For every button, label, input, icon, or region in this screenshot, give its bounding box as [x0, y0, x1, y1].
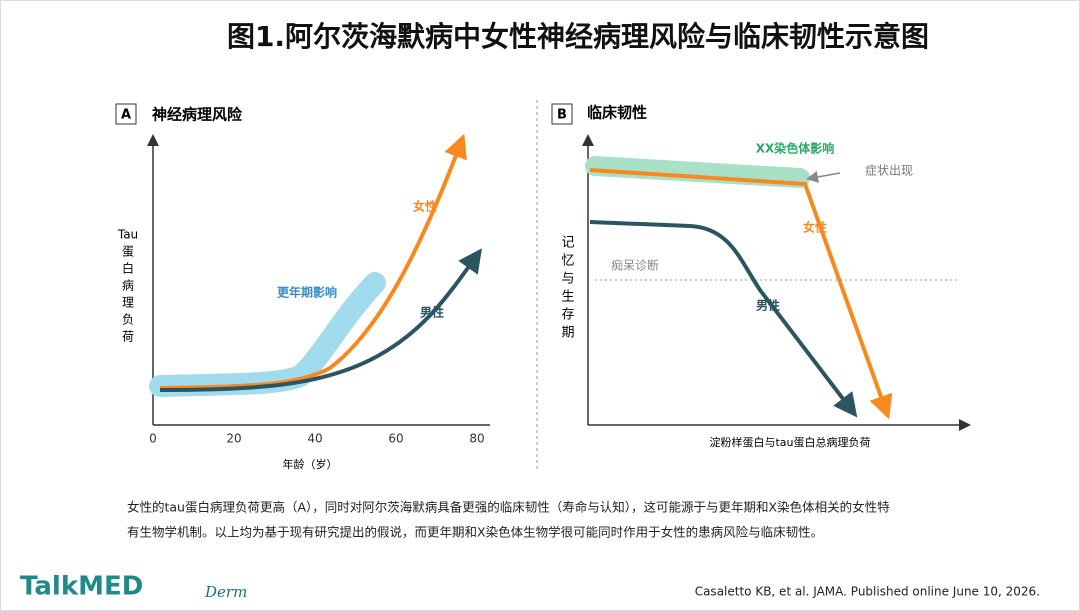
female-label: 女性 [803, 220, 827, 235]
y-label-line: 白 [122, 261, 134, 276]
panel-title: 神经病理风险 [152, 106, 243, 124]
male-curve [589, 220, 858, 418]
x-label: 淀粉样蛋白与tau蛋白总病理负荷 [709, 435, 870, 449]
onset-label: 症状出现 [865, 163, 913, 178]
female-curve [589, 168, 893, 420]
panel-letter: A [121, 108, 131, 123]
x-tick-label: 60 [388, 432, 403, 446]
y-label-line: Tau [117, 228, 138, 242]
male-label: 男性 [756, 298, 780, 313]
x-tick-label: 20 [226, 432, 241, 446]
y-label-line: 理 [122, 296, 134, 310]
logo: TalkMED [20, 572, 143, 602]
caption-line: 女性的tau蛋白病理负荷更高（A），同时对阿尔茨海默病具备更强的临床韧性（寿命与… [127, 500, 890, 515]
y-label-line: 病 [122, 278, 134, 293]
y-label-line: 存 [561, 308, 574, 323]
x-tick-label: 80 [469, 432, 484, 446]
y-label-line: 蛋 [122, 245, 134, 259]
y-label-line: 期 [561, 326, 574, 341]
xx-band [585, 156, 810, 188]
x-tick-label: 40 [307, 432, 322, 446]
x-tick-label: 0 [149, 432, 157, 446]
x-ticks: 0 20 40 60 80 [149, 432, 484, 446]
onset-arrow [806, 171, 841, 183]
menopause-band [149, 272, 386, 397]
panel-title: 临床韧性 [587, 104, 647, 122]
panel-letter: B [557, 108, 567, 123]
panel-box [115, 103, 137, 125]
y-label-line: 与 [561, 272, 574, 287]
y-label-line: 荷 [122, 330, 134, 344]
citation: Casaletto KB, et al. JAMA. Published onl… [695, 585, 1040, 599]
y-label: Tau 蛋白病理负荷 [117, 228, 138, 344]
male-label: 男性 [420, 305, 444, 320]
male-curve [159, 248, 482, 392]
title: 图1.阿尔茨海默病中女性神经病理风险与临床韧性示意图 [227, 20, 929, 53]
y-label-line: 负 [122, 313, 134, 327]
y-label-line: 忆 [561, 253, 574, 269]
x-label: 年龄（岁） [283, 457, 338, 471]
caption-line: 有生物学机制。以上均为基于现有研究提出的假说，而更年期和X染色体生物学很可能同时… [127, 525, 823, 540]
diagnosis-label: 痴呆诊断 [611, 258, 659, 273]
y-label-line: 生 [561, 290, 574, 305]
logo-sub: Derm [204, 583, 247, 601]
panel-box [551, 103, 573, 125]
female-label: 女性 [413, 199, 437, 214]
menopause-label: 更年期影响 [277, 285, 337, 300]
female-curve [159, 133, 467, 390]
y-label-line: 记 [561, 236, 574, 251]
xx-label: XX染色体影响 [756, 141, 835, 156]
